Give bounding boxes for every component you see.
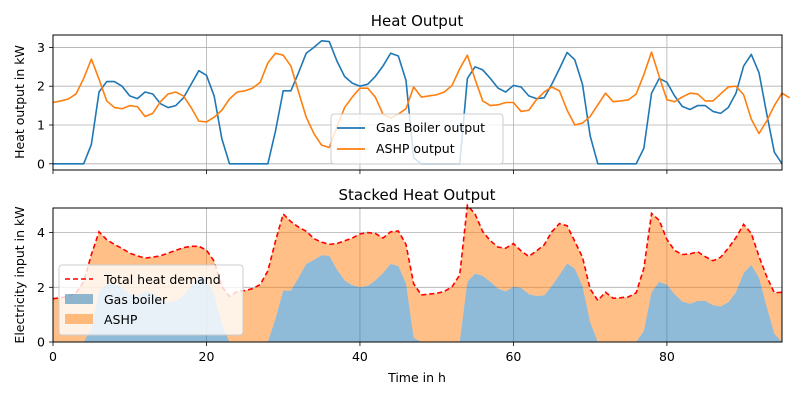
top-ytick-label-2: 2 — [37, 79, 45, 94]
bottom-xtick-label-20: 20 — [199, 349, 215, 364]
bottom-y-axis-label: Electricity input in kW — [12, 206, 27, 343]
legend-label-gas-boiler: Gas boiler — [104, 292, 168, 307]
top-y-axis-label: Heat output in kW — [12, 45, 27, 159]
top-legend: Gas Boiler output ASHP output — [330, 113, 504, 165]
line-total-heat-demand — [52, 203, 783, 302]
line-ashp-output — [52, 51, 791, 149]
top-legend-box — [330, 113, 504, 165]
bottom-legend: Total heat demand Gas boiler ASHP — [58, 264, 244, 336]
legend-label-ashp-output: ASHP output — [376, 141, 455, 156]
bottom-axes-frame — [52, 207, 783, 343]
top-x-ticks — [52, 170, 668, 174]
legend-label-ashp: ASHP — [104, 312, 138, 327]
top-axes-frame — [52, 34, 783, 171]
legend-swatch-gas-boiler — [65, 294, 93, 304]
top-ytick-label-0: 0 — [37, 156, 45, 171]
bottom-ytick-label-4: 4 — [37, 225, 45, 240]
bottom-legend-box — [58, 264, 244, 336]
legend-label-gas-boiler-output: Gas Boiler output — [376, 120, 485, 135]
bottom-ytick-label-2: 2 — [37, 280, 45, 295]
top-y-ticks: 0 1 2 3 — [37, 40, 53, 171]
bottom-xtick-label-60: 60 — [505, 349, 521, 364]
bottom-xtick-label-40: 40 — [352, 349, 368, 364]
top-chart-title: Heat Output — [371, 12, 464, 30]
bottom-xtick-label-80: 80 — [659, 349, 675, 364]
legend-label-total-heat-demand: Total heat demand — [103, 272, 221, 287]
bottom-chart-title: Stacked Heat Output — [339, 186, 496, 204]
bottom-ytick-label-0: 0 — [37, 335, 45, 350]
bottom-x-ticks: 0 20 40 60 80 — [49, 342, 675, 364]
legend-swatch-ashp — [65, 314, 93, 324]
bottom-x-axis-label: Time in h — [387, 370, 446, 385]
top-ytick-label-3: 3 — [37, 40, 45, 55]
top-ytick-label-1: 1 — [37, 118, 45, 133]
bottom-xtick-label-0: 0 — [49, 349, 57, 364]
bottom-y-ticks: 0 2 4 — [37, 225, 53, 350]
